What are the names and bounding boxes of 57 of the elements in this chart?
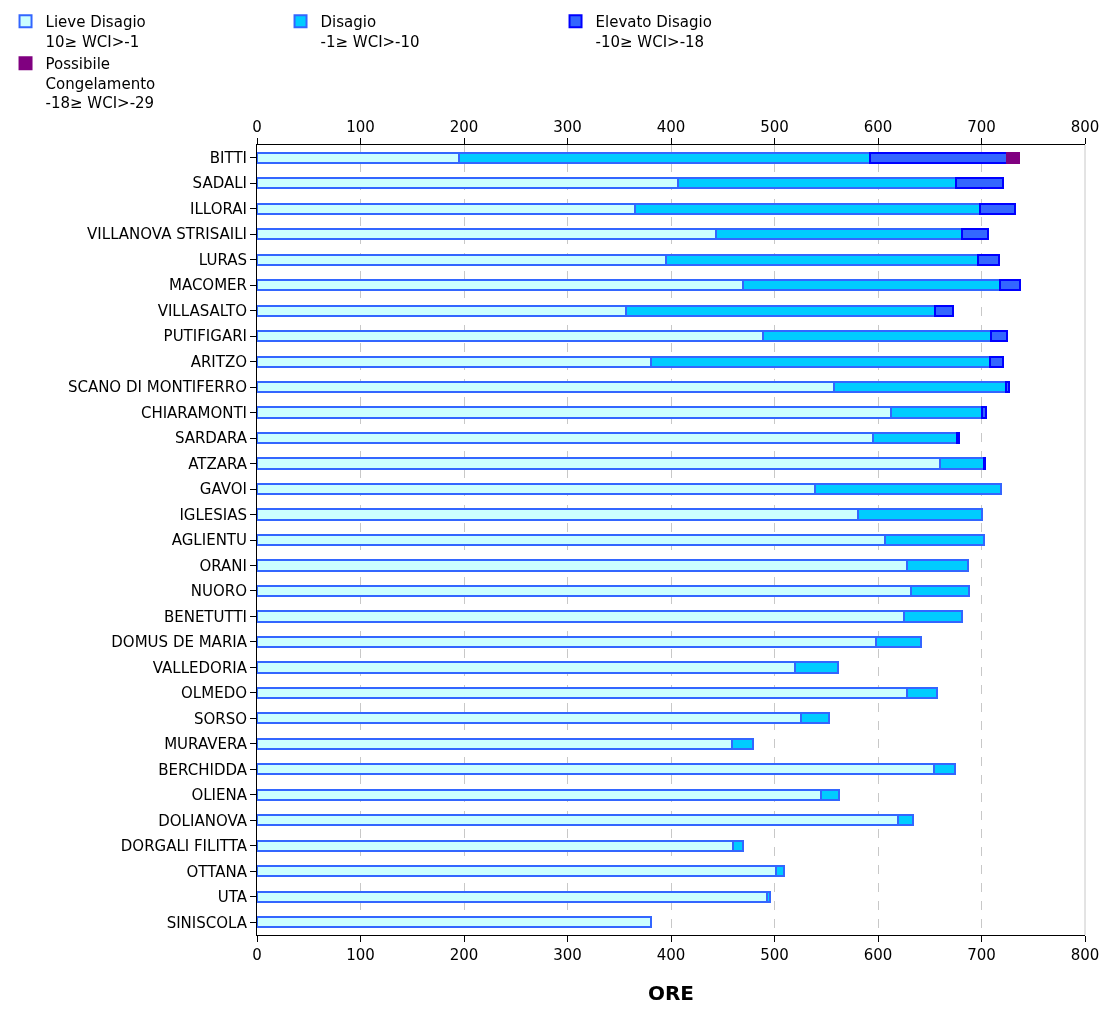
y-tick-label: BERCHIDDA (158, 760, 248, 779)
x2-tick-label: 400 (656, 946, 686, 964)
bar (1006, 151, 1020, 164)
x2-tick-label: 100 (346, 946, 375, 964)
x-tick-label: 700 (967, 118, 996, 136)
y-tick-label: OLIENA (191, 786, 248, 805)
legend-label: Disagio -1≥ WCI>-10 (320, 13, 420, 51)
x-tick-label: 400 (656, 118, 686, 136)
y-tick-label: OTTANA (186, 862, 248, 881)
y-tick-label: DOMUS DE MARIA (111, 633, 248, 652)
x2-tick-label: 600 (863, 946, 893, 964)
x-tick-label: 500 (760, 118, 789, 136)
y-tick-label: ILLORAI (190, 199, 247, 218)
y-tick-label: IGLESIAS (179, 505, 247, 524)
y-tick-label: SORSO (193, 709, 247, 728)
x-tick-label: 300 (553, 118, 582, 136)
x-tick-label: 600 (863, 118, 893, 136)
x2-tick-label: 700 (967, 946, 996, 964)
y-tick-label: SCANO DI MONTIFERRO (67, 378, 247, 397)
y-tick-label: LURAS (198, 250, 247, 269)
y-tick-label: BITTI (209, 148, 247, 167)
y-tick-label: BENETUTTI (163, 607, 247, 626)
x-tick-label: 800 (1070, 118, 1100, 136)
y-tick-label: SADALI (192, 174, 247, 193)
x-tick-label: 200 (449, 118, 479, 136)
y-tick-label: DOLIANOVA (158, 811, 248, 830)
x2-tick-label: 800 (1070, 946, 1100, 964)
y-tick-label: ARITZO (190, 352, 247, 371)
x-tick-label: 100 (346, 118, 375, 136)
x2-tick-label: 200 (449, 946, 479, 964)
x-axis-title: ORE (647, 980, 695, 1005)
x2-tick-label: 0 (252, 946, 262, 964)
x-tick-label: 0 (252, 118, 262, 136)
y-tick-label: MACOMER (168, 276, 247, 295)
legend-label: Lieve Disagio 10≥ WCI>-1 (45, 13, 146, 51)
bar (257, 916, 653, 929)
y-tick-label: OLMEDO (181, 684, 247, 703)
y-tick-label: ATZARA (188, 454, 248, 473)
x2-tick-label: 300 (553, 946, 582, 964)
y-tick-label: MURAVERA (164, 735, 248, 754)
y-tick-label: NUORO (190, 582, 247, 601)
legend-label: Elevato Disagio -10≥ WCI>-18 (595, 13, 712, 51)
y-tick-label: PUTIFIGARI (163, 327, 247, 346)
y-tick-label: ORANI (199, 556, 247, 575)
x2-tick-label: 500 (760, 946, 789, 964)
y-tick-label: AGLIENTU (171, 531, 247, 550)
y-tick-label: UTA (217, 888, 248, 907)
y-tick-label: CHIARAMONTI (140, 403, 247, 422)
y-tick-label: VILLANOVA STRISAILI (87, 225, 247, 244)
legend-label: Possibile Congelamento -18≥ WCI>-29 (45, 55, 156, 113)
y-tick-label: GAVOI (199, 480, 247, 499)
bar (257, 890, 769, 903)
y-tick-label: DORGALI FILITTA (120, 837, 248, 856)
y-tick-label: SARDARA (174, 429, 248, 448)
y-tick-label: VILLASALTO (157, 301, 247, 320)
y-tick-label: VALLEDORIA (152, 658, 248, 677)
y-tick-label: SINISCOLA (166, 913, 248, 932)
